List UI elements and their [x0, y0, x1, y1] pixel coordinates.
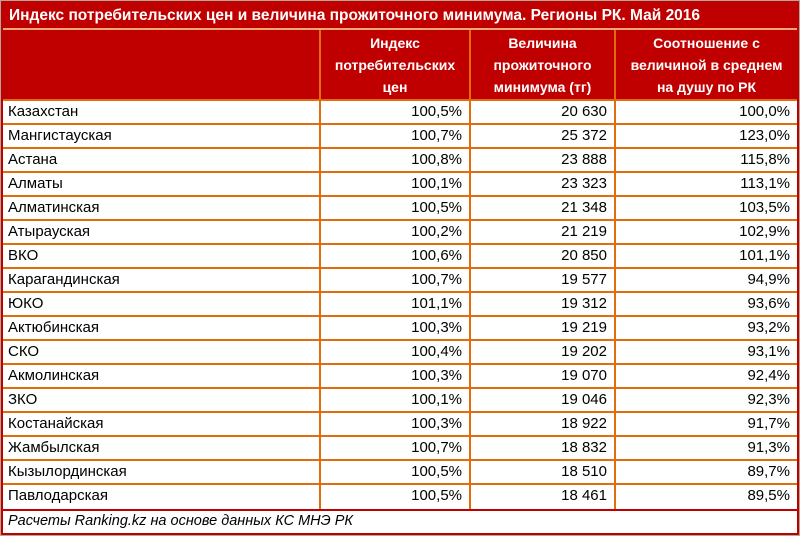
table-row: ВКО 100,6% 20 850 101,1%	[3, 245, 797, 269]
value-cell: 102,9%	[739, 223, 790, 240]
value-cell: 100,3%	[321, 317, 471, 339]
table-row: ЮКО 101,1% 19 312 93,6%	[3, 293, 797, 317]
value-cell: 100,5%	[321, 461, 471, 483]
table-row: Акмолинская 100,3% 19 070 92,4%	[3, 365, 797, 389]
table-row: Астана 100,8% 23 888 115,8%	[3, 149, 797, 173]
value-cell: 19 577	[471, 269, 616, 291]
value-cell: 100,7%	[321, 437, 471, 459]
table-row: Актюбинская 100,3% 19 219 93,2%	[3, 317, 797, 341]
value-cell: 89,7%	[747, 463, 790, 480]
value-cell: 92,4%	[747, 367, 790, 384]
table-row: ЗКО 100,1% 19 046 92,3%	[3, 389, 797, 413]
table-row: Павлодарская 100,5% 18 461 89,5%	[3, 485, 797, 509]
region-cell: Карагандинская	[3, 269, 321, 291]
value-cell: 100,5%	[321, 101, 471, 123]
header-cell-cpi: Индекс потребительских цен	[321, 30, 471, 99]
region-cell: ВКО	[3, 245, 321, 267]
value-cell: 100,5%	[321, 485, 471, 509]
value-cell: 21 219	[471, 221, 616, 243]
value-cell: 20 850	[471, 245, 616, 267]
region-cell: Алматы	[3, 173, 321, 195]
table-row: Костанайская 100,3% 18 922 91,7%	[3, 413, 797, 437]
value-cell: 100,1%	[321, 173, 471, 195]
value-cell: 100,0%	[739, 103, 790, 120]
table-title: Индекс потребительских цен и величина пр…	[3, 3, 797, 28]
region-cell: Павлодарская	[3, 485, 321, 509]
table-row: Алматинская 100,5% 21 348 103,5%	[3, 197, 797, 221]
value-cell: 100,5%	[321, 197, 471, 219]
value-cell: 100,7%	[321, 269, 471, 291]
region-cell: Атырауская	[3, 221, 321, 243]
table-row: Алматы 100,1% 23 323 113,1%	[3, 173, 797, 197]
value-cell: 115,8%	[740, 151, 790, 168]
region-cell: ЮКО	[3, 293, 321, 315]
value-cell: 19 070	[471, 365, 616, 387]
value-cell: 18 922	[471, 413, 616, 435]
region-cell: ЗКО	[3, 389, 321, 411]
value-cell: 101,1%	[321, 293, 471, 315]
value-cell: 100,3%	[321, 413, 471, 435]
value-cell: 103,5%	[739, 199, 790, 216]
value-cell: 18 510	[471, 461, 616, 483]
value-cell: 100,4%	[321, 341, 471, 363]
region-cell: Кызылординская	[3, 461, 321, 483]
value-cell: 18 461	[471, 485, 616, 509]
value-cell: 100,7%	[321, 125, 471, 147]
value-cell: 100,3%	[321, 365, 471, 387]
table-header-row: Индекс потребительских цен Величина прож…	[3, 30, 797, 101]
value-cell: 113,1%	[740, 175, 790, 192]
region-cell: Актюбинская	[3, 317, 321, 339]
header-cell-region	[3, 30, 321, 99]
table-row: Жамбылская 100,7% 18 832 91,3%	[3, 437, 797, 461]
region-cell: Алматинская	[3, 197, 321, 219]
value-cell: 94,9%	[747, 271, 790, 288]
table-row: Карагандинская 100,7% 19 577 94,9%	[3, 269, 797, 293]
value-cell: 100,8%	[321, 149, 471, 171]
value-cell: 19 046	[471, 389, 616, 411]
table-row: СКО 100,4% 19 202 93,1%	[3, 341, 797, 365]
value-cell: 23 888	[471, 149, 616, 171]
region-cell: Мангистауская	[3, 125, 321, 147]
value-cell: 123,0%	[739, 127, 790, 144]
value-cell: 18 832	[471, 437, 616, 459]
table-row: Кызылординская 100,5% 18 510 89,7%	[3, 461, 797, 485]
title-divider	[3, 28, 797, 30]
value-cell: 93,2%	[747, 319, 790, 336]
value-cell: 20 630	[471, 101, 616, 123]
value-cell: 91,7%	[747, 415, 790, 432]
value-cell: 89,5%	[747, 487, 790, 504]
value-cell: 93,1%	[747, 343, 790, 360]
source-note: Расчеты Ranking.kz на основе данных КС М…	[3, 509, 797, 533]
value-cell: 23 323	[471, 173, 616, 195]
value-cell: 21 348	[471, 197, 616, 219]
region-cell: Казахстан	[3, 101, 321, 123]
table-row: Атырауская 100,2% 21 219 102,9%	[3, 221, 797, 245]
value-cell: 101,1%	[739, 247, 790, 264]
region-cell: Костанайская	[3, 413, 321, 435]
value-cell: 91,3%	[747, 439, 790, 456]
value-cell: 25 372	[471, 125, 616, 147]
region-cell: СКО	[3, 341, 321, 363]
table-row: Казахстан 100,5% 20 630 100,0%	[3, 101, 797, 125]
value-cell: 100,1%	[321, 389, 471, 411]
table-body: Казахстан 100,5% 20 630 100,0% Мангистауская…	[3, 101, 797, 509]
value-cell: 19 312	[471, 293, 616, 315]
region-cell: Жамбылская	[3, 437, 321, 459]
table-row: Мангистауская 100,7% 25 372 123,0%	[3, 125, 797, 149]
value-cell: 100,6%	[321, 245, 471, 267]
value-cell: 92,3%	[747, 391, 790, 408]
region-cell: Акмолинская	[3, 365, 321, 387]
header-cell-ratio: Соотношение с величиной в среднем на душ…	[630, 34, 783, 95]
value-cell: 19 219	[471, 317, 616, 339]
region-cell: Астана	[3, 149, 321, 171]
value-cell: 19 202	[471, 341, 616, 363]
value-cell: 100,2%	[321, 221, 471, 243]
header-cell-minimum: Величина прожиточного минимума (тг)	[471, 30, 616, 99]
value-cell: 93,6%	[747, 295, 790, 312]
